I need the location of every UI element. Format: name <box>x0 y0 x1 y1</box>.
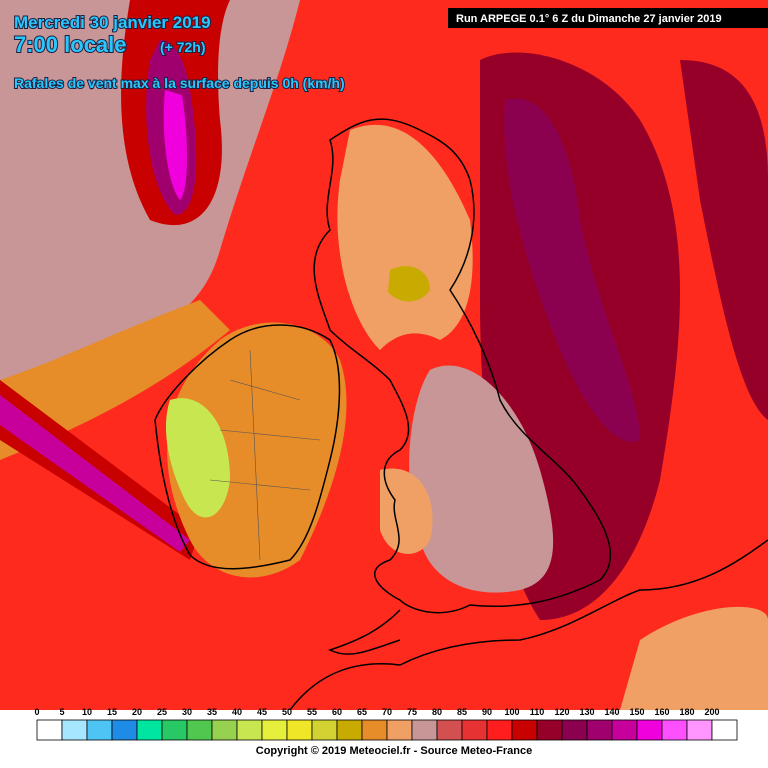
legend-swatch <box>61 719 88 741</box>
ireland-zone <box>165 398 230 518</box>
legend-label: 10 <box>82 707 92 717</box>
legend-label: 40 <box>232 707 242 717</box>
legend-label: 50 <box>282 707 292 717</box>
legend-label: 180 <box>679 707 694 717</box>
run-info: Run ARPEGE 0.1° 6 Z du Dimanche 27 janvi… <box>456 13 722 25</box>
legend-label: 70 <box>382 707 392 717</box>
orange-zone <box>0 300 230 460</box>
coastline <box>154 118 768 711</box>
legend-label: 0 <box>34 707 39 717</box>
legend-swatch <box>186 719 213 741</box>
legend-swatch <box>611 719 638 741</box>
legend-label: 130 <box>579 707 594 717</box>
legend-swatch <box>636 719 663 741</box>
borders <box>209 349 321 561</box>
legend-label: 200 <box>704 707 719 717</box>
legend-label: 35 <box>207 707 217 717</box>
date: Mercredi 30 janvier 2019 <box>14 13 211 32</box>
gust-core <box>504 98 640 442</box>
legend-swatch <box>686 719 713 741</box>
england-zone <box>409 365 554 593</box>
legend-swatch <box>136 719 163 741</box>
legend-label: 15 <box>107 707 117 717</box>
legend-label: 20 <box>132 707 142 717</box>
legend-swatch <box>111 719 138 741</box>
legend-label: 80 <box>432 707 442 717</box>
legend-swatch <box>411 719 438 741</box>
legend-swatch <box>586 719 613 741</box>
legend-label: 150 <box>629 707 644 717</box>
legend-label: 65 <box>357 707 367 717</box>
lead-time: (+ 72h) <box>160 39 206 55</box>
legend-swatch <box>436 719 463 741</box>
legend-swatch <box>161 719 188 741</box>
land-zone <box>620 606 768 710</box>
legend-label: 30 <box>182 707 192 717</box>
gust-core <box>0 395 190 552</box>
time: 7:00 locale <box>14 32 127 57</box>
legend-swatch <box>86 719 113 741</box>
legend-swatch <box>486 719 513 741</box>
legend-swatch <box>536 719 563 741</box>
legend-label: 25 <box>157 707 167 717</box>
legend-swatch <box>511 719 538 741</box>
legend-label: 55 <box>307 707 317 717</box>
legend-swatch <box>336 719 363 741</box>
legend-swatch <box>36 719 63 741</box>
legend-label: 45 <box>257 707 267 717</box>
legend-swatch <box>386 719 413 741</box>
legend-label: 140 <box>604 707 619 717</box>
legend-label: 160 <box>654 707 669 717</box>
parameter: Rafales de vent max à la surface depuis … <box>14 75 345 91</box>
scotland-zone <box>337 124 473 351</box>
legend-swatch <box>311 719 338 741</box>
legend-label: 5 <box>59 707 64 717</box>
gust-zone <box>680 60 768 420</box>
legend-label: 90 <box>482 707 492 717</box>
legend-label: 60 <box>332 707 342 717</box>
legend-swatch <box>461 719 488 741</box>
legend-swatch <box>211 719 238 741</box>
legend-label: 85 <box>457 707 467 717</box>
legend-swatch <box>661 719 688 741</box>
legend-label: 120 <box>554 707 569 717</box>
legend-swatch <box>561 719 588 741</box>
legend-label: 100 <box>504 707 519 717</box>
legend-label: 75 <box>407 707 417 717</box>
gust-core <box>163 90 187 200</box>
legend-swatch <box>286 719 313 741</box>
legend-label: 110 <box>530 707 545 717</box>
run-box <box>448 8 768 28</box>
scotland-zone <box>388 266 430 302</box>
copyright: Copyright © 2019 Meteociel.fr - Source M… <box>256 745 532 757</box>
legend-swatch <box>711 719 738 741</box>
legend-swatch <box>236 719 263 741</box>
wales-zone <box>380 468 433 554</box>
legend-swatch <box>361 719 388 741</box>
legend-swatch <box>261 719 288 741</box>
